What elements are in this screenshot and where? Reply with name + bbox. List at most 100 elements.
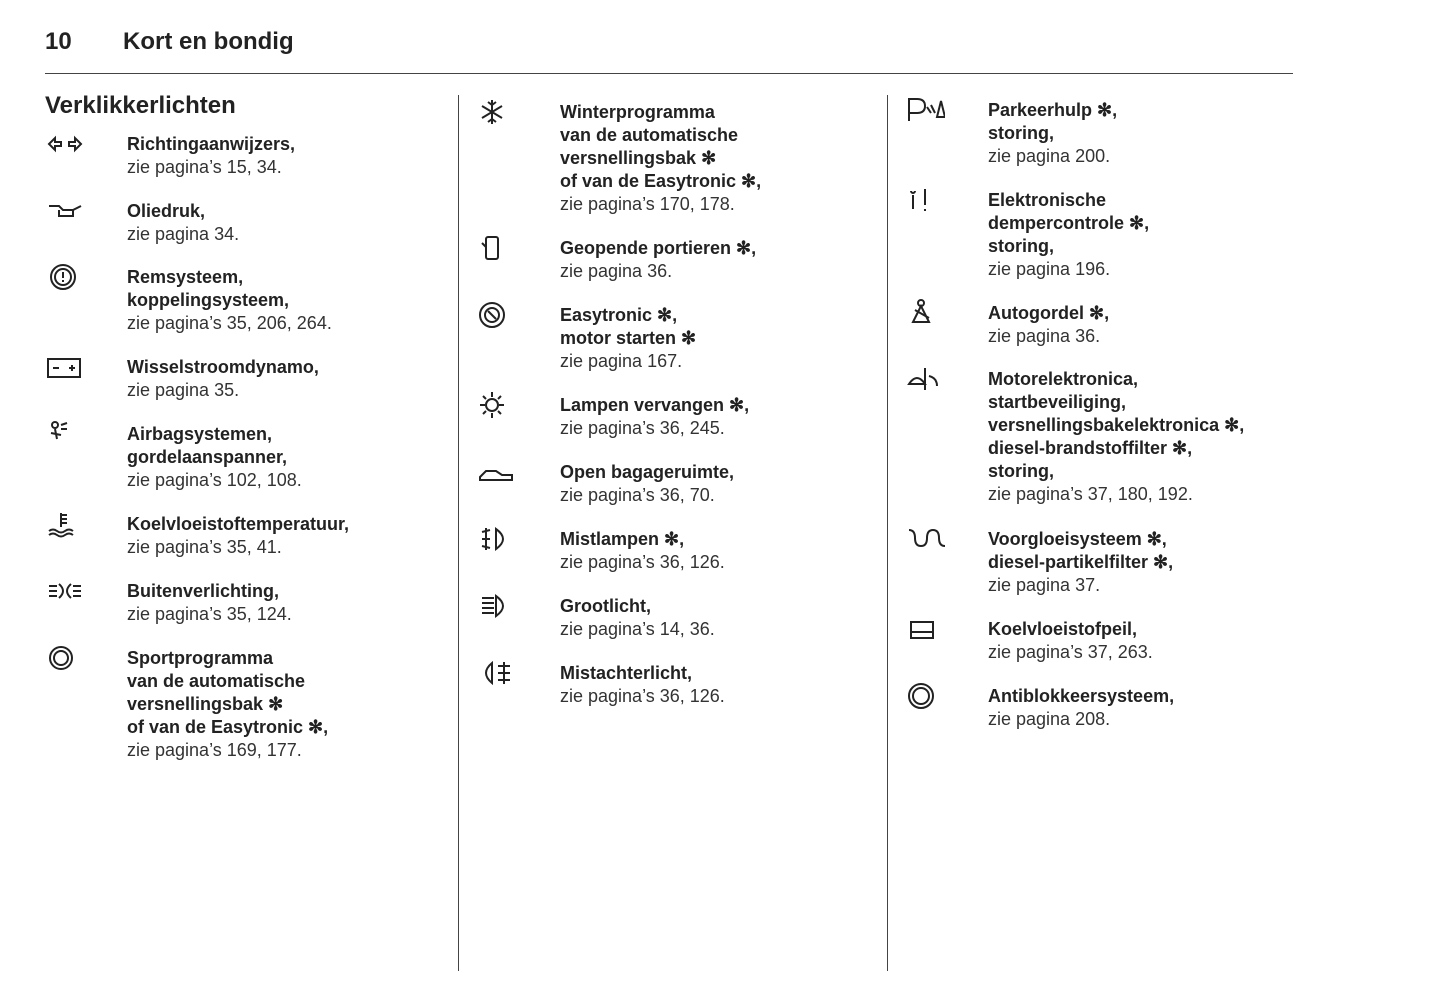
entry: Voorgloeisysteem ✻, diesel-partikelfilter… [988, 528, 1173, 597]
indicator-icon [910, 189, 926, 211]
entry-title: Open bagageruimte, [560, 462, 735, 482]
entry: Sportprogramma van de automatische versnel… [127, 647, 328, 762]
entry-title: diesel-brandstoffilter ✻, [988, 438, 1193, 458]
entry: Koelvloeistofpeil, zie pagina’s 37, 263. [988, 618, 1153, 664]
indicator-icon [49, 646, 73, 670]
page-reference: zie pagina’s 35, 124. [127, 604, 292, 624]
entry-title: Mistachterlicht, [560, 663, 693, 683]
indicator-icon [908, 683, 934, 709]
entry-title: gordelaanspanner, [127, 447, 288, 467]
entry-title: Geopende portieren ✻, [560, 238, 757, 258]
entry: Buitenverlichting, zie pagina’s 35, 124. [127, 580, 292, 626]
indicator-icon [479, 470, 513, 481]
entry-title: Lampen vervangen ✻, [560, 395, 750, 415]
entry: Grootlicht, zie pagina’s 14, 36. [560, 595, 715, 641]
indicator-icon [48, 513, 74, 538]
page-reference: zie pagina 34. [127, 224, 240, 244]
indicator-icon [482, 594, 504, 618]
entry: Mistachterlicht, zie pagina’s 36, 126. [560, 662, 725, 708]
entry-title: versnellingsbak ✻ [560, 148, 717, 168]
page-title: Kort en bondig [123, 28, 294, 55]
page-reference: zie pagina 167. [560, 351, 683, 371]
entry-title: Easytronic ✻, [560, 305, 678, 325]
column-divider [887, 95, 888, 971]
entry-title: Richtingaanwijzers, [127, 134, 296, 154]
entry: Antiblokkeersysteem, zie pagina 208. [988, 685, 1174, 731]
indicator-icon [907, 368, 938, 390]
page-reference: zie pagina’s 35, 206, 264. [127, 313, 332, 333]
page-reference: zie pagina’s 15, 34. [127, 157, 282, 177]
entry-title: Autogordel ✻, [988, 303, 1110, 323]
entry-title: storing, [988, 123, 1054, 143]
indicator-icon [481, 236, 499, 260]
entry: Lampen vervangen ✻, zie pagina’s 36, 245. [560, 394, 749, 440]
entry: Easytronic ✻, motor starten ✻ zie pagina 1… [560, 304, 696, 373]
page-reference: zie pagina’s 35, 41. [127, 537, 282, 557]
entry-title: versnellingsbakelektronica ✻, [988, 415, 1245, 435]
indicator-icon [479, 302, 505, 328]
page-reference: zie pagina’s 36, 70. [560, 485, 715, 505]
entry-title: Buitenverlichting, [127, 581, 280, 601]
indicator-icon [485, 660, 510, 686]
page-reference: zie pagina’s 36, 126. [560, 686, 725, 706]
page-reference: zie pagina’s 170, 178. [560, 194, 735, 214]
entry: Koelvloeistoftemperatuur, zie pagina’s 35… [127, 513, 349, 559]
entry: Elektronische dempercontrole ✻, storing, zi… [988, 189, 1149, 281]
indicator-icon [47, 135, 83, 153]
indicator-icon [481, 100, 503, 124]
entry: Wisselstroomdynamo, zie pagina 35. [127, 356, 319, 402]
entry-title: Grootlicht, [560, 596, 651, 616]
page-reference: zie pagina’s 37, 263. [988, 642, 1153, 662]
entry: Airbagsystemen, gordelaanspanner, zie pagi… [127, 423, 302, 492]
page-reference: zie pagina 208. [988, 709, 1111, 729]
entry-title: versnellingsbak ✻ [127, 694, 284, 714]
entry-title: dempercontrole ✻, [988, 213, 1150, 233]
indicator-icon [47, 358, 81, 378]
entry-title: van de automatische [560, 125, 739, 145]
section-title: Verklikkerlichten [45, 92, 236, 119]
entry-title: Parkeerhulp ✻, [988, 100, 1118, 120]
entry-title: van de automatische [127, 671, 306, 691]
entry-title: Airbagsystemen, [127, 424, 273, 444]
page-reference: zie pagina’s 14, 36. [560, 619, 715, 639]
entry-title: Oliedruk, [127, 201, 206, 221]
entry-title: motor starten ✻ [560, 328, 697, 348]
page-reference: zie pagina 35. [127, 380, 240, 400]
page-reference: zie pagina’s 36, 245. [560, 418, 725, 438]
indicator-icon [50, 421, 68, 440]
indicator-icon [911, 299, 931, 323]
entry-title: Antiblokkeersysteem, [988, 686, 1175, 706]
entry-title: Elektronische [988, 190, 1107, 210]
entry: Remsysteem, koppelingsysteem, zie pagina’s… [127, 266, 332, 335]
entry: Parkeerhulp ✻, storing, zie pagina 200. [988, 99, 1117, 168]
entry-title: Sportprogramma [127, 648, 274, 668]
entry-title: Remsysteem, [127, 267, 244, 287]
entry-title: startbeveiliging, [988, 392, 1127, 412]
indicator-icon [50, 264, 76, 290]
entry: Oliedruk, zie pagina 34. [127, 200, 239, 246]
indicator-icon [910, 621, 934, 639]
entry-title: Wisselstroomdynamo, [127, 357, 319, 377]
column-divider [458, 95, 459, 971]
indicator-icon [908, 528, 945, 548]
page-reference: zie pagina 36. [988, 326, 1101, 346]
entry: Geopende portieren ✻, zie pagina 36. [560, 237, 756, 283]
entry-title: koppelingsysteem, [127, 290, 290, 310]
entry: Autogordel ✻, zie pagina 36. [988, 302, 1109, 348]
entry: Mistlampen ✻, zie pagina’s 36, 126. [560, 528, 725, 574]
entry-title: Koelvloeistoftemperatuur, [127, 514, 350, 534]
page-number: 10 [45, 28, 72, 55]
indicator-icon [480, 392, 504, 418]
indicator-icon [481, 527, 504, 551]
page-reference: zie pagina 37. [988, 575, 1101, 595]
page-reference: zie pagina’s 37, 180, 192. [988, 484, 1193, 504]
page-reference: zie pagina 36. [560, 261, 673, 281]
entry: Open bagageruimte, zie pagina’s 36, 70. [560, 461, 734, 507]
entry-title: of van de Easytronic ✻, [560, 171, 762, 191]
entry-title: storing, [988, 461, 1054, 481]
page-reference: zie pagina 196. [988, 259, 1111, 279]
indicator-icon [908, 98, 945, 121]
entry-title: Winterprogramma [560, 102, 715, 122]
page-reference: zie pagina’s 36, 126. [560, 552, 725, 572]
